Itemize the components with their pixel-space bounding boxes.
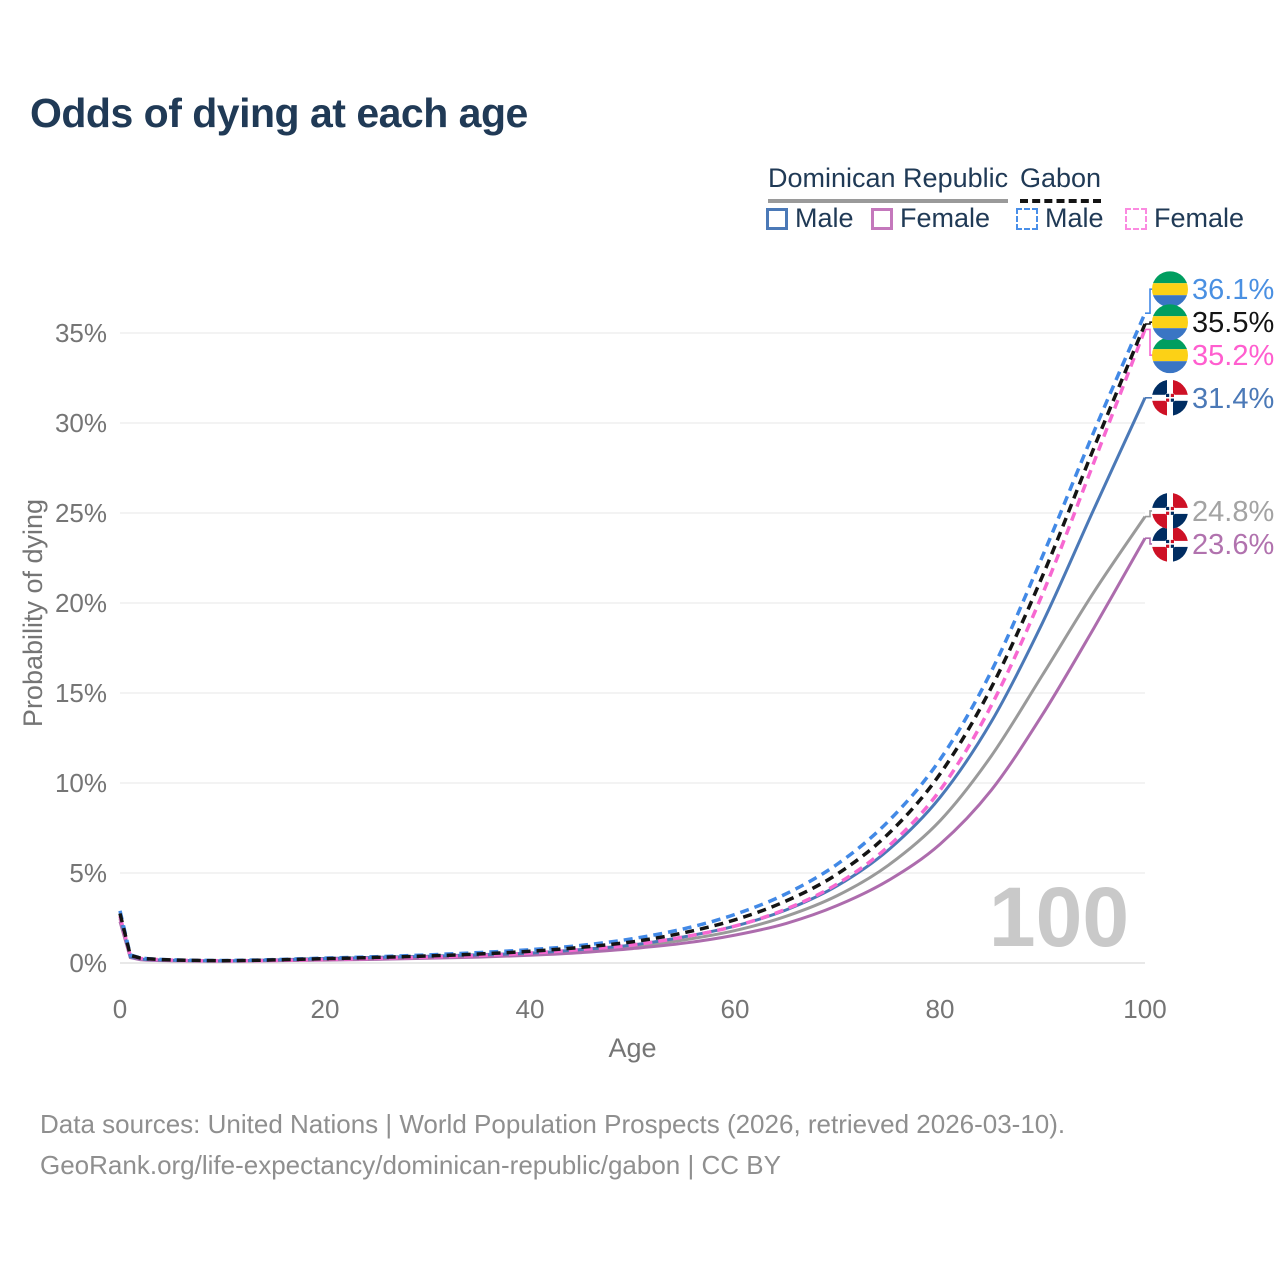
legend-group-dominican-republic[interactable]: Dominican Republic [768,163,1009,203]
x-tick-label: 0 [113,994,127,1024]
gabon-flag-icon [1152,271,1188,308]
x-tick-label: 80 [926,994,955,1024]
legend-item-label: Female [1154,203,1245,233]
age-watermark: 100 [989,870,1129,964]
legend-group-label: Gabon [1020,163,1102,193]
end-value-label-gabon-female: 35.2% [1192,340,1274,372]
legend-item-label: Male [1045,203,1104,233]
legend-item-dr-female[interactable]: Female [871,203,990,234]
series-line-gabon-total [118,323,1147,963]
legend-group-label: Dominican Republic [768,163,1009,193]
checkbox-icon [766,207,788,230]
end-value-label-gabon-total: 35.5% [1192,307,1274,339]
y-tick-label: 10% [55,768,107,798]
checkbox-icon [1016,207,1038,230]
x-tick-label: 60 [721,994,750,1024]
x-tick-label: 20 [311,994,340,1024]
page-title: Odds of dying at each age [30,90,528,136]
x-axis-title: Age [608,1033,656,1063]
legend-item-dr-male[interactable]: Male [766,203,854,234]
x-tick-label: 40 [516,994,545,1024]
end-value-label-gabon-male: 36.1% [1192,274,1274,306]
dominican-republic-flag-icon [1152,492,1188,529]
gabon-flag-icon [1152,304,1188,341]
legend-item-label: Female [900,203,991,233]
checkbox-icon [871,207,893,230]
x-tick-label: 100 [1123,994,1166,1024]
legend-item-gabon-male[interactable]: Male [1016,203,1104,234]
end-value-label-dr-male: 31.4% [1192,383,1274,415]
series-line-gabon-male [118,312,1147,963]
y-tick-label: 25% [55,498,107,528]
y-tick-label: 30% [55,408,107,438]
y-tick-label: 15% [55,678,107,708]
end-value-label-dr-total: 24.8% [1192,496,1274,528]
footer: Data sources: United Nations | World Pop… [40,1104,1065,1186]
legend-item-label: Male [795,203,854,233]
legend-item-gabon-female[interactable]: Female [1125,203,1244,234]
y-tick-label: 0% [69,948,107,978]
attribution-line: GeoRank.org/life-expectancy/dominican-re… [40,1150,781,1180]
end-value-label-dr-female: 23.6% [1192,529,1274,561]
y-tick-label: 20% [55,588,107,618]
y-tick-label: 35% [55,318,107,348]
checkbox-icon [1125,207,1147,230]
dominican-republic-flag-icon [1152,379,1188,416]
data-source-line: Data sources: United Nations | World Pop… [40,1109,1066,1139]
dominican-republic-flag-icon [1152,525,1188,562]
y-tick-label: 5% [69,858,107,888]
series-line-gabon-female [118,328,1147,963]
gabon-flag-icon [1152,337,1188,374]
y-axis-title: Probability of dying [18,499,48,727]
legend-group-gabon[interactable]: Gabon [1020,163,1102,203]
